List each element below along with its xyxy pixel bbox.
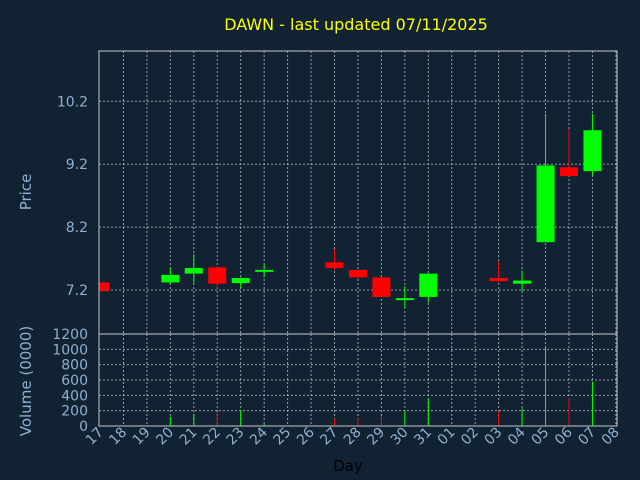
volume-tick-label: 200: [61, 404, 88, 420]
volume-tick-label: 600: [61, 373, 88, 389]
price-axis-label: Price: [17, 174, 35, 211]
candle-30: [395, 286, 414, 308]
candle-23: [231, 277, 250, 289]
candle-17: [99, 282, 109, 292]
x-axis-ticks: 17 18 19 20 21 22 23 24 25 26 27 28 29 30 31 01 02 03 04 05…: [83, 424, 623, 448]
volume-tick-label: 1000: [52, 342, 88, 358]
candle-body: [560, 167, 578, 177]
candle-24: [255, 264, 274, 278]
volume-panel-frame: [98, 333, 618, 427]
candle-31: [419, 273, 438, 303]
volume-bars: [169, 346, 593, 426]
volume-tick-label: 400: [61, 388, 88, 404]
candle-03: [489, 261, 508, 282]
candle-04: [513, 270, 532, 292]
candle-28: [348, 269, 367, 279]
candle-body: [513, 280, 532, 284]
candle-body: [100, 282, 109, 292]
price-panel-grid: [99, 51, 617, 334]
candle-body: [583, 130, 602, 172]
price-tick-label: 8.2: [66, 220, 88, 236]
volume-tick-label: 0: [79, 419, 88, 435]
candle-body: [536, 165, 555, 243]
candle-body: [419, 273, 438, 297]
volume-tick-label: 800: [61, 358, 88, 374]
price-tick-label: 7.2: [66, 283, 88, 299]
chart-title: DAWN - last updated 07/11/2025: [224, 15, 488, 34]
candle-body: [489, 278, 508, 282]
candle-22: [208, 267, 227, 289]
candle-body: [372, 277, 391, 297]
volume-tick-label: 1200: [52, 327, 88, 343]
candle-body: [255, 269, 274, 272]
candle-body: [231, 278, 250, 284]
candle-body: [325, 262, 344, 268]
candle-body: [184, 267, 203, 274]
candle-body: [395, 298, 414, 301]
candle-body: [208, 267, 227, 284]
price-tick-label: 9.2: [66, 157, 88, 173]
candle-20: [161, 267, 180, 284]
candle-29: [372, 277, 391, 297]
candle-05: [536, 113, 555, 243]
candle-27: [325, 249, 344, 270]
price-candles: [99, 113, 602, 308]
price-axis-ticks: 7.2 8.2 9.2 10.2: [57, 94, 88, 299]
price-tick-label: 10.2: [57, 94, 88, 110]
candle-21: [184, 254, 203, 284]
x-axis-label: Day: [333, 457, 363, 475]
volume-axis-label: Volume (0000): [17, 326, 35, 436]
candle-body: [161, 274, 180, 283]
candle-body: [348, 269, 367, 278]
candle-06: [560, 128, 578, 177]
candle-07: [583, 113, 602, 176]
